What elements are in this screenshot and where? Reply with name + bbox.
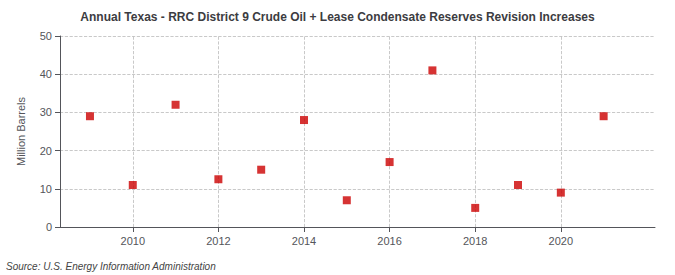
svg-text:Annual Texas - RRC District 9: Annual Texas - RRC District 9 Crude Oil …	[80, 10, 595, 24]
svg-text:2020: 2020	[549, 235, 573, 247]
svg-text:2012: 2012	[206, 235, 230, 247]
svg-text:30: 30	[40, 106, 52, 118]
svg-text:0: 0	[46, 221, 52, 233]
svg-text:10: 10	[40, 183, 52, 195]
svg-text:Million Barrels: Million Barrels	[15, 96, 27, 166]
svg-text:40: 40	[40, 68, 52, 80]
svg-text:2018: 2018	[463, 235, 487, 247]
svg-text:Source: U.S. Energy Informatio: Source: U.S. Energy Information Administ…	[6, 261, 216, 272]
svg-text:2016: 2016	[377, 235, 401, 247]
svg-text:2010: 2010	[121, 235, 145, 247]
svg-text:50: 50	[40, 30, 52, 42]
svg-text:2014: 2014	[292, 235, 316, 247]
svg-text:20: 20	[40, 145, 52, 157]
